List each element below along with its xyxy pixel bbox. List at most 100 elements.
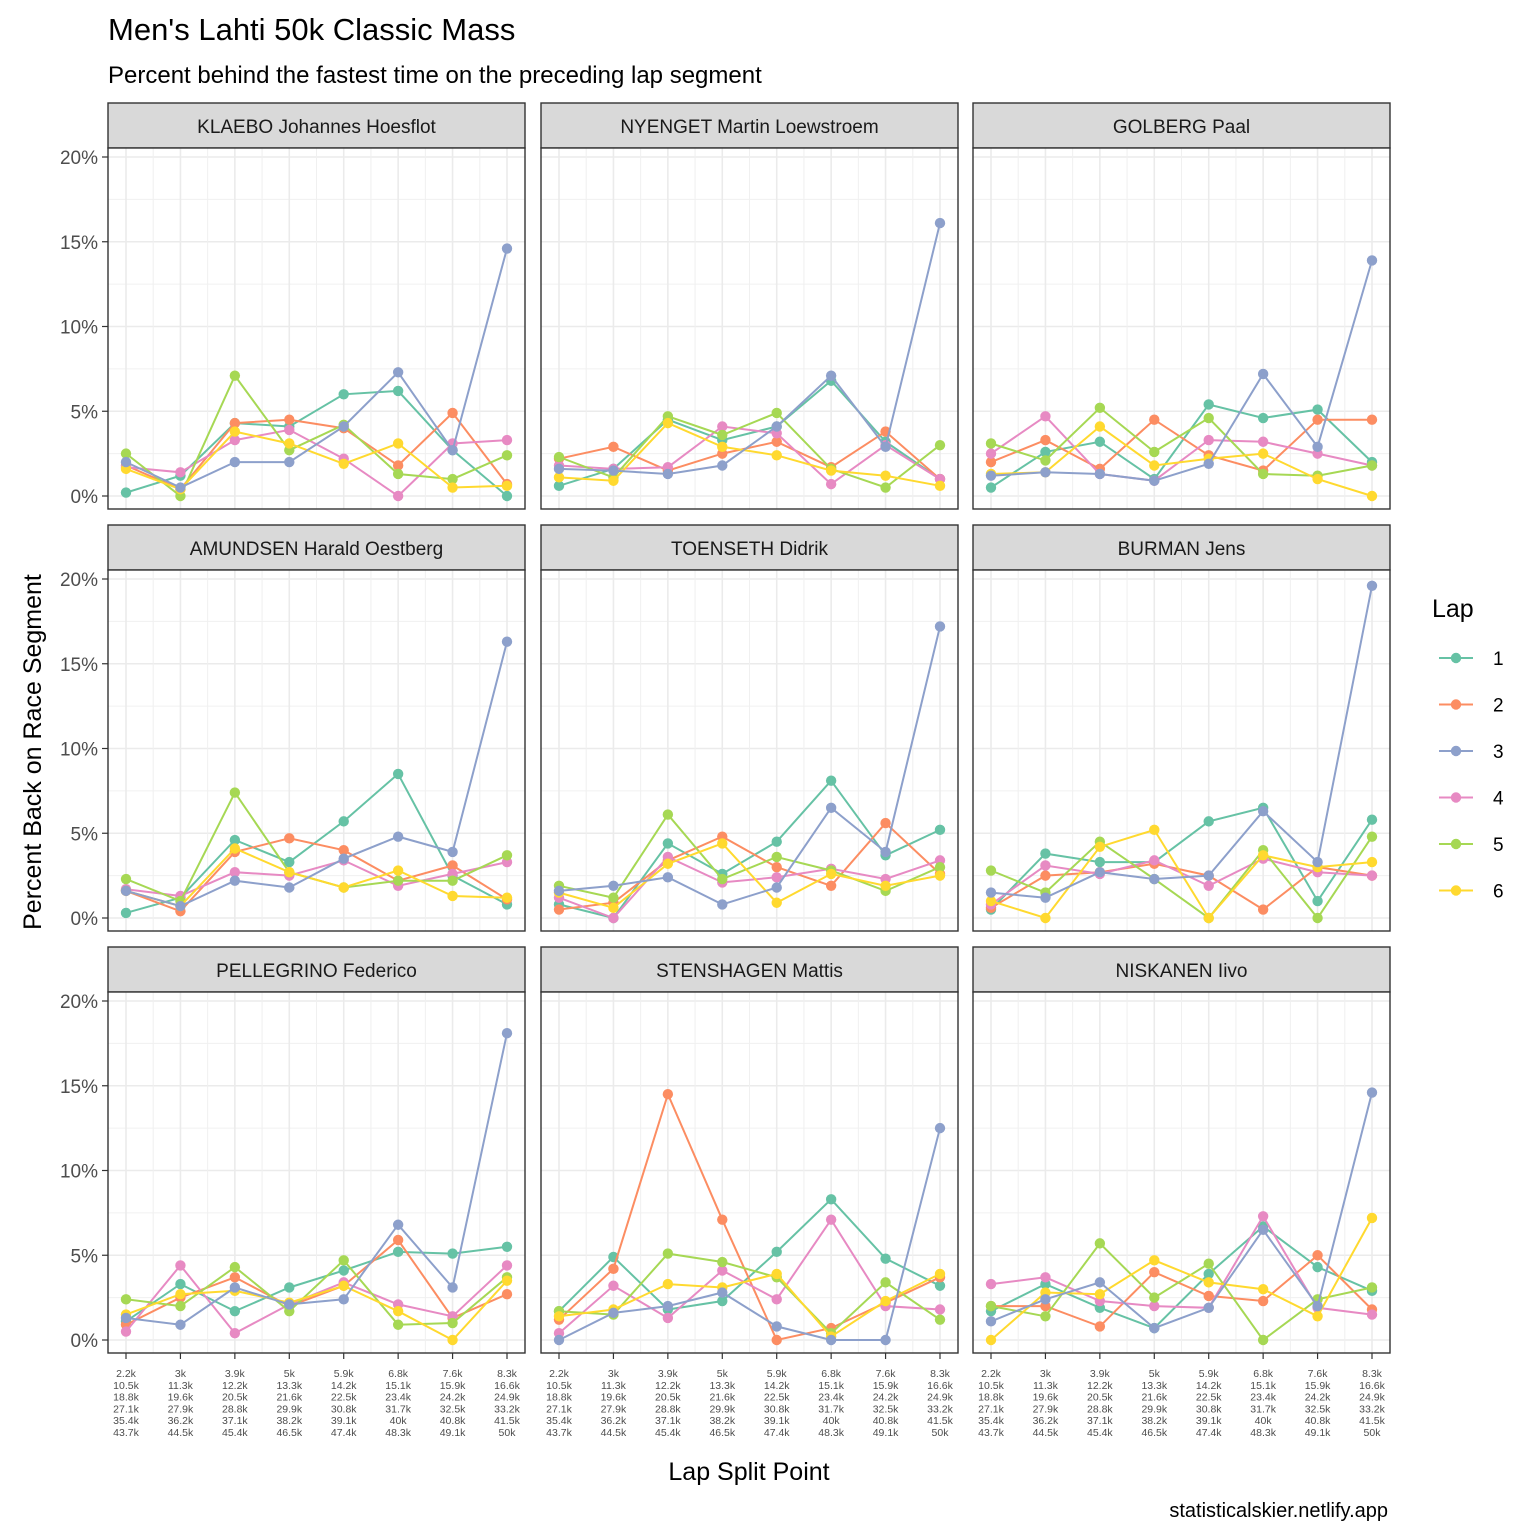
- data-point-lap-2: [608, 1263, 619, 1275]
- data-point-lap-4: [1040, 1272, 1051, 1283]
- data-point-lap-2: [447, 860, 458, 871]
- facet-panel: NISKANEN Iivo 2.2k 10.5k 18.8k 27.1k 35.4k 43.…: [972, 946, 1391, 1439]
- data-point-lap-3: [392, 367, 404, 378]
- data-point-lap-3: [447, 445, 458, 456]
- legend-label: 2: [1493, 696, 1504, 717]
- data-point-lap-4: [392, 490, 404, 502]
- data-point-lap-2: [229, 417, 241, 429]
- series-line-lap-3: [990, 585, 1373, 899]
- data-point-lap-2: [284, 414, 295, 425]
- data-point-lap-1: [338, 816, 349, 827]
- panel-border: [540, 147, 959, 510]
- facet-strip-label: NYENGET Martin Loewstroem: [620, 117, 878, 138]
- data-point-lap-2: [771, 861, 782, 873]
- data-point-lap-2: [1203, 1290, 1214, 1302]
- legend-key-point: [1450, 745, 1462, 757]
- series-line-lap-3: [125, 641, 508, 908]
- data-point-lap-3: [175, 482, 186, 493]
- x-tick-label: 6.8k 15.1k 23.4k 31.7k 40k 48.3k: [1250, 1368, 1276, 1439]
- data-point-lap-6: [662, 1278, 674, 1290]
- data-point-lap-3: [934, 1122, 946, 1134]
- data-point-lap-6: [1366, 1212, 1378, 1224]
- data-point-lap-4: [1203, 880, 1214, 891]
- data-point-lap-2: [1366, 414, 1378, 425]
- x-tick-label: 3k 11.3k 19.6k 27.9k 36.2k 44.5k: [1033, 1368, 1059, 1439]
- data-point-lap-1: [1366, 814, 1378, 825]
- data-point-lap-1: [120, 907, 132, 919]
- data-point-lap-3: [717, 899, 728, 910]
- facet-strip: [107, 946, 526, 993]
- data-point-lap-6: [1257, 850, 1269, 861]
- data-point-lap-6: [1094, 421, 1106, 432]
- data-point-lap-1: [284, 1282, 295, 1293]
- data-point-lap-6: [175, 1289, 186, 1300]
- y-tick-label: 5%: [71, 1246, 99, 1267]
- series-line-lap-6: [558, 842, 941, 909]
- data-point-lap-6: [1094, 841, 1106, 853]
- facet-strip: [540, 102, 959, 149]
- data-point-lap-5: [120, 448, 132, 459]
- data-point-lap-5: [1257, 1334, 1269, 1346]
- data-point-lap-6: [229, 426, 241, 437]
- y-tick-label: 15%: [60, 233, 98, 254]
- data-point-lap-5: [1149, 446, 1160, 458]
- data-point-lap-5: [771, 851, 782, 863]
- data-point-lap-5: [608, 892, 619, 903]
- data-point-lap-3: [985, 887, 997, 898]
- data-point-lap-3: [1094, 867, 1106, 878]
- x-tick-label: 6.8k 15.1k 23.4k 31.7k 40k 48.3k: [818, 1368, 844, 1439]
- data-point-lap-5: [447, 473, 458, 485]
- data-point-lap-5: [1040, 1311, 1051, 1322]
- data-point-lap-3: [1312, 856, 1323, 868]
- data-point-lap-6: [880, 1295, 891, 1307]
- x-tick-label: 2.2k 10.5k 18.8k 27.1k 35.4k 43.7k: [113, 1368, 139, 1439]
- data-point-lap-3: [338, 1294, 349, 1305]
- data-point-lap-3: [553, 463, 565, 475]
- data-point-lap-4: [771, 872, 782, 883]
- data-point-lap-3: [501, 243, 513, 254]
- data-point-lap-6: [880, 880, 891, 891]
- data-point-lap-1: [934, 1280, 946, 1291]
- data-point-lap-6: [662, 858, 674, 869]
- data-point-lap-1: [120, 487, 132, 498]
- series-line-lap-5: [990, 1241, 1373, 1342]
- data-point-lap-4: [1203, 434, 1214, 446]
- data-point-lap-6: [825, 868, 837, 880]
- data-point-lap-3: [1257, 806, 1269, 817]
- data-point-lap-2: [771, 1334, 782, 1346]
- data-point-lap-1: [392, 768, 404, 780]
- data-point-lap-3: [985, 470, 997, 481]
- data-point-lap-6: [553, 1311, 565, 1322]
- x-tick-label: 7.6k 15.9k 24.2k 32.5k 40.8k 49.1k: [440, 1368, 466, 1439]
- data-point-lap-3: [1040, 892, 1051, 903]
- data-point-lap-3: [1312, 441, 1323, 453]
- series-line-lap-6: [990, 1217, 1373, 1341]
- y-tick-label: 15%: [60, 655, 98, 676]
- series-line-lap-3: [558, 1127, 941, 1341]
- series-line-lap-5: [558, 411, 941, 489]
- data-point-lap-1: [392, 385, 404, 397]
- data-point-lap-2: [1094, 1321, 1106, 1332]
- data-point-lap-4: [284, 424, 295, 436]
- series-line-lap-1: [125, 1245, 508, 1323]
- y-tick-label: 0%: [71, 487, 99, 508]
- data-point-lap-2: [553, 904, 565, 915]
- panel-border: [107, 991, 526, 1354]
- data-point-lap-2: [392, 460, 404, 471]
- data-point-lap-6: [1312, 473, 1323, 485]
- x-tick-label: 8.3k 16.6k 24.9k 33.2k 41.5k 50k: [1359, 1368, 1385, 1439]
- data-point-lap-6: [934, 870, 946, 881]
- data-point-lap-3: [120, 456, 132, 468]
- data-point-lap-1: [392, 1246, 404, 1258]
- data-point-lap-6: [985, 895, 997, 907]
- data-point-lap-6: [501, 1275, 513, 1286]
- panel-border: [540, 569, 959, 932]
- data-point-lap-1: [662, 838, 674, 849]
- facet-strip: [972, 524, 1391, 571]
- facet-strip: [107, 102, 526, 149]
- data-point-lap-5: [229, 370, 241, 381]
- data-point-lap-4: [608, 1280, 619, 1291]
- facet-panel: GOLBERG Paal: [972, 102, 1391, 510]
- x-tick-label: 8.3k 16.6k 24.9k 33.2k 41.5k 50k: [927, 1368, 953, 1439]
- data-point-lap-3: [717, 460, 728, 471]
